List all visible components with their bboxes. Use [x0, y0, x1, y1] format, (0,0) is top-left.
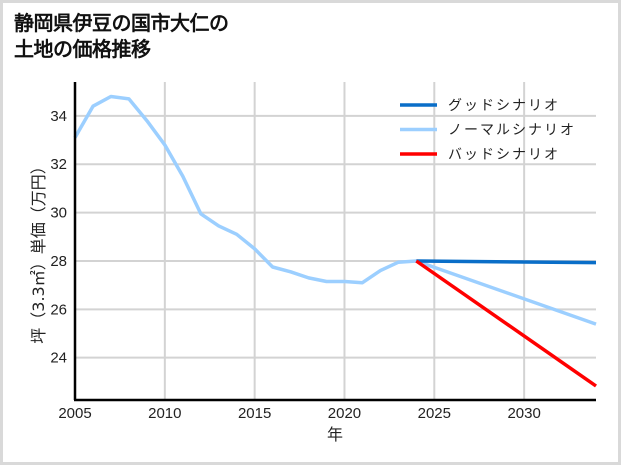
- y-tick-label: 24: [50, 350, 67, 367]
- y-tick-label: 34: [50, 108, 67, 125]
- y-tick-label: 32: [50, 156, 67, 173]
- series-lines: [73, 94, 597, 388]
- legend-label: バッドシナリオ: [448, 147, 560, 163]
- y-axis-label: 坪（3.3㎡）単価（万円）: [29, 158, 48, 343]
- title-line-1: 静岡県伊豆の国市大仁の: [14, 11, 229, 35]
- title-line-2: 土地の価格推移: [14, 37, 151, 61]
- series-line: [415, 259, 597, 388]
- y-tick-label: 28: [50, 253, 67, 270]
- series-line: [416, 259, 597, 265]
- x-tick-label: 2015: [238, 405, 271, 422]
- y-tick-label: 30: [50, 205, 67, 222]
- legend-label: ノーマルシナリオ: [448, 123, 576, 139]
- axes: [73, 82, 596, 402]
- x-tick-label: 2025: [418, 405, 451, 422]
- x-tick-labels: 2005 2010 2015 2020 2025 2030: [58, 405, 541, 422]
- y-tick-label: 26: [50, 301, 67, 318]
- x-tick-label: 2005: [58, 405, 91, 422]
- x-tick-label: 2020: [328, 405, 361, 422]
- x-tick-label: 2010: [148, 405, 181, 422]
- x-tick-label: 2030: [507, 405, 540, 422]
- series-line: [73, 94, 417, 285]
- legend-label: グッドシナリオ: [448, 98, 560, 114]
- series-line: [415, 259, 597, 326]
- x-axis-label: 年: [327, 425, 343, 444]
- y-tick-labels: 24 26 28 30 32 34: [50, 108, 67, 367]
- chart-title: 静岡県伊豆の国市大仁の 土地の価格推移: [14, 10, 229, 62]
